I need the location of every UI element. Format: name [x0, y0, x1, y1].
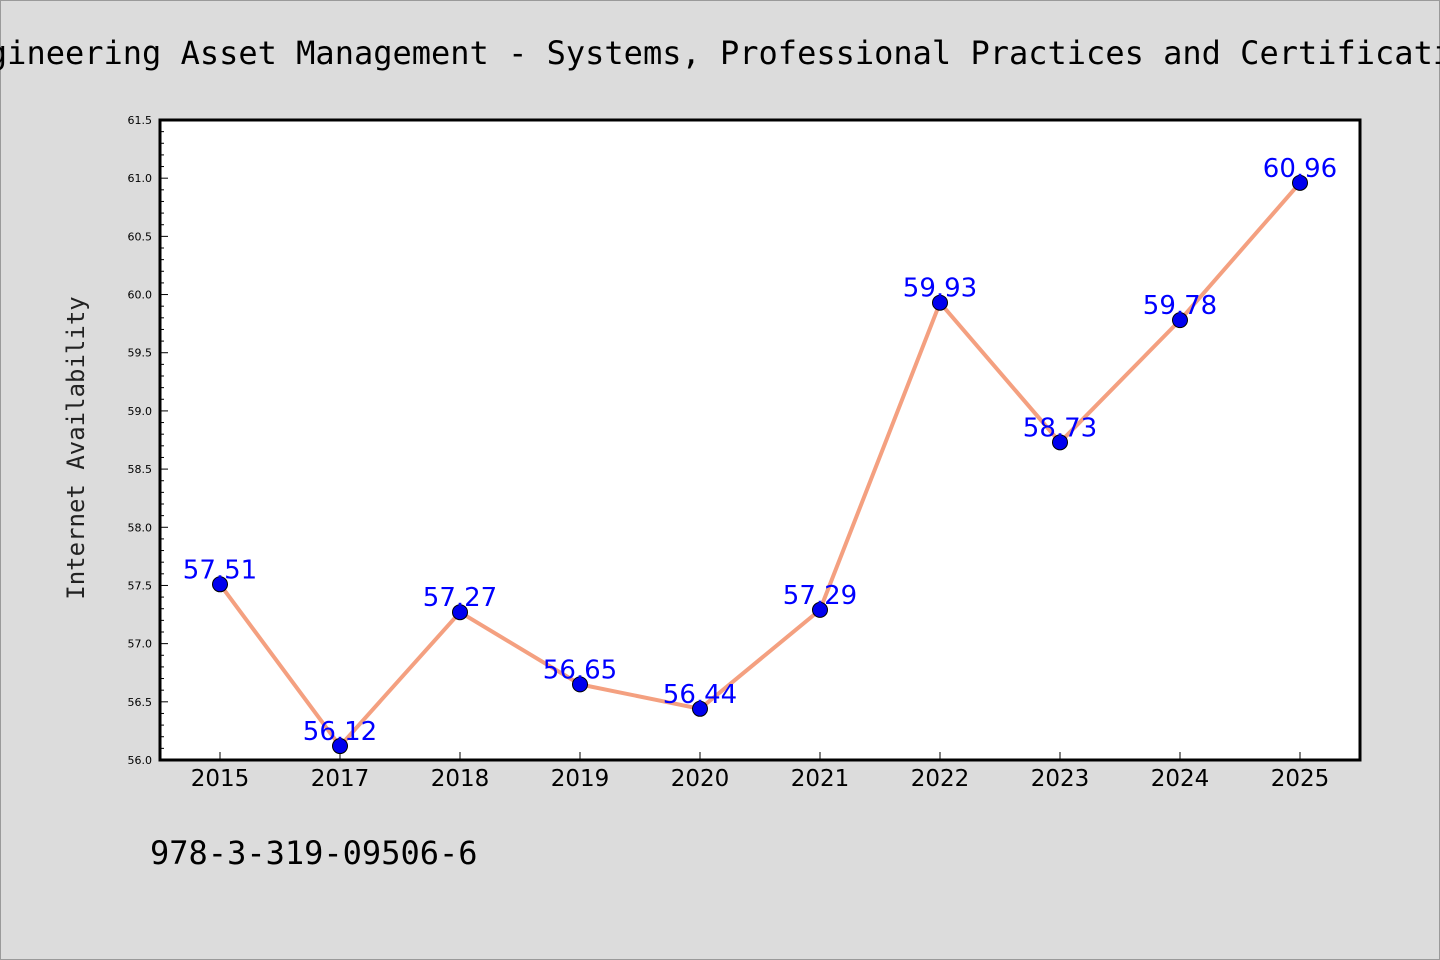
y-axis-label: Internet Availability: [62, 296, 90, 599]
y-tick-label: 59.5: [128, 347, 153, 360]
x-tick-label: 2020: [671, 766, 730, 792]
data-label: 59.93: [903, 274, 977, 304]
y-tick-label: 61.0: [128, 172, 153, 185]
data-point: [452, 604, 468, 621]
x-tick-label: 2018: [431, 766, 490, 792]
data-point: [1172, 312, 1188, 329]
x-tick-label: 2024: [1151, 766, 1210, 792]
data-point: [692, 700, 708, 717]
data-point: [1052, 434, 1068, 451]
x-tick-label: 2023: [1031, 766, 1090, 792]
y-tick-label: 56.5: [128, 696, 153, 709]
data-label: 58.73: [1023, 413, 1097, 443]
x-tick-label: 2019: [551, 766, 610, 792]
data-label: 60.96: [1263, 154, 1337, 184]
x-tick-label: 2017: [311, 766, 370, 792]
chart-title: Engineering Asset Management - Systems, …: [0, 34, 1440, 72]
isbn-footnote: 978-3-319-09506-6: [150, 834, 478, 872]
series-line: [218, 180, 1302, 749]
data-label: 56.65: [543, 655, 617, 685]
y-tick-label: 57.0: [128, 638, 153, 651]
y-tick-label: 58.0: [128, 521, 153, 534]
y-axis: 56.0 56.5 57.0 57.5 58.0 58.5 59.0 59.5 60.0 60.5…: [128, 114, 168, 767]
data-point: [812, 601, 828, 618]
x-tick-label: 2022: [911, 766, 970, 792]
y-tick-label: 57.5: [128, 579, 153, 592]
y-tick-label: 60.0: [128, 289, 153, 302]
data-points: [212, 174, 1308, 755]
y-tick-label: 58.5: [128, 463, 153, 476]
data-point: [1292, 174, 1308, 191]
data-labels: 57.51 56.12 57.27 56.65 56.44 57.29 59.93 58.73…: [183, 154, 1337, 747]
data-point: [212, 576, 228, 593]
x-tick-label: 2015: [191, 766, 250, 792]
data-point: [572, 676, 588, 693]
y-tick-label: 61.5: [128, 114, 153, 127]
data-label: 59.78: [1143, 291, 1217, 321]
y-tick-label: 59.0: [128, 405, 153, 418]
data-label: 56.12: [303, 717, 377, 747]
x-axis: 2015 2017 2018 2019 2020 2021 2022 2023 2024 2025: [191, 752, 1330, 792]
data-point: [932, 294, 948, 311]
data-label: 57.51: [183, 555, 257, 585]
plot-area: [160, 120, 1360, 760]
x-tick-label: 2021: [791, 766, 850, 792]
data-label: 56.44: [663, 680, 737, 710]
y-tick-label: 56.0: [128, 754, 153, 767]
y-tick-label: 60.5: [128, 230, 153, 243]
series-line-group: [218, 180, 1302, 749]
data-label: 57.29: [783, 581, 857, 611]
x-tick-label: 2025: [1271, 766, 1330, 792]
plot-border: [158, 118, 1362, 762]
data-point: [332, 738, 348, 755]
data-label: 57.27: [423, 583, 497, 613]
